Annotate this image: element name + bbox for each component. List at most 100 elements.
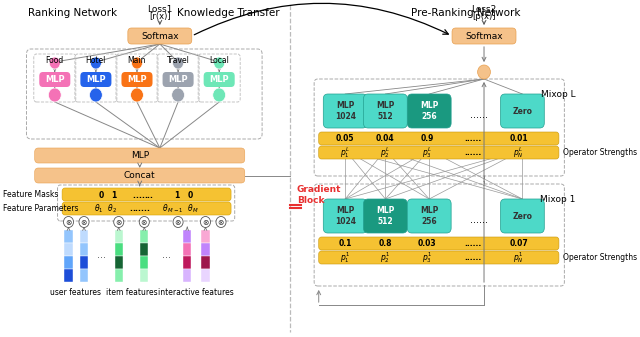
Circle shape [172, 88, 184, 102]
Circle shape [131, 57, 143, 69]
FancyBboxPatch shape [323, 199, 367, 233]
Text: Concat: Concat [124, 171, 156, 180]
Bar [115, 269, 123, 282]
Circle shape [173, 57, 184, 69]
Bar [202, 256, 209, 269]
Bar [183, 230, 191, 243]
Text: MLP: MLP [86, 75, 106, 84]
Text: $p_{1}^{L}$: $p_{1}^{L}$ [340, 145, 350, 160]
FancyBboxPatch shape [163, 72, 194, 87]
Circle shape [212, 88, 225, 102]
Bar [183, 256, 191, 269]
Text: Travel: Travel [166, 56, 189, 65]
Bar [80, 256, 88, 269]
Text: $p_{3}^{L}$: $p_{3}^{L}$ [422, 145, 433, 160]
Bar [80, 269, 88, 282]
FancyBboxPatch shape [204, 72, 235, 87]
Text: $\otimes$: $\otimes$ [217, 217, 225, 226]
FancyBboxPatch shape [62, 188, 231, 201]
Text: ...: ... [162, 250, 171, 260]
Bar [202, 230, 209, 243]
Text: $\otimes$: $\otimes$ [115, 217, 123, 226]
Bar [140, 256, 148, 269]
FancyBboxPatch shape [35, 168, 244, 183]
Text: ......: ...... [465, 239, 482, 248]
Text: $\boldsymbol{\theta_1}$  $\boldsymbol{\theta_2}$     .......     $\boldsymbol{\t: $\boldsymbol{\theta_1}$ $\boldsymbol{\th… [94, 202, 198, 215]
Text: Main: Main [128, 56, 146, 65]
Bar [115, 243, 123, 256]
Text: $\mathbf{0}$   $\mathbf{1}$      .......        $\mathbf{1}$   $\mathbf{0}$: $\mathbf{0}$ $\mathbf{1}$ ....... $\math… [98, 189, 194, 200]
Text: 0.07: 0.07 [509, 239, 528, 248]
Text: Softmax: Softmax [465, 31, 503, 40]
Text: Operator Strengths: Operator Strengths [563, 253, 637, 262]
FancyBboxPatch shape [452, 28, 516, 44]
Text: ......: ...... [465, 134, 482, 143]
Text: [p(x)]: [p(x)] [472, 12, 496, 21]
FancyBboxPatch shape [364, 94, 407, 128]
Text: MLP
256: MLP 256 [420, 206, 438, 226]
Text: $p_{N}^{L}$: $p_{N}^{L}$ [513, 145, 524, 160]
Text: item features: item features [106, 288, 157, 297]
Bar [65, 230, 72, 243]
FancyBboxPatch shape [364, 199, 407, 233]
Text: Feature Masks: Feature Masks [3, 190, 58, 199]
FancyBboxPatch shape [319, 237, 559, 250]
FancyBboxPatch shape [407, 94, 451, 128]
Bar [115, 256, 123, 269]
Bar [80, 243, 88, 256]
Text: Loss1: Loss1 [147, 5, 173, 14]
Circle shape [90, 88, 102, 102]
Text: Mixop L: Mixop L [541, 90, 575, 99]
Text: Pre-Ranking Network: Pre-Ranking Network [411, 8, 520, 18]
Text: 0.05: 0.05 [336, 134, 355, 143]
Text: Local: Local [209, 56, 229, 65]
Text: [r(x)]: [r(x)] [149, 12, 171, 21]
Text: Food: Food [45, 56, 64, 65]
FancyBboxPatch shape [62, 202, 231, 215]
Text: MLP: MLP [127, 75, 147, 84]
Text: $\otimes$: $\otimes$ [140, 217, 148, 226]
Text: $p_{1}^{1}$: $p_{1}^{1}$ [340, 250, 350, 265]
Text: $\otimes$: $\otimes$ [202, 217, 209, 226]
FancyBboxPatch shape [122, 72, 152, 87]
Bar [183, 243, 191, 256]
Text: $p_{2}^{L}$: $p_{2}^{L}$ [380, 145, 390, 160]
Text: Knowledge Transfer: Knowledge Transfer [177, 8, 280, 18]
Circle shape [140, 216, 149, 227]
Text: $\otimes$: $\otimes$ [65, 217, 72, 226]
Text: interactive features: interactive features [159, 288, 234, 297]
Text: MLP
512: MLP 512 [376, 206, 395, 226]
Text: ...: ... [97, 250, 106, 260]
Circle shape [200, 216, 211, 227]
Bar [80, 230, 88, 243]
Circle shape [49, 57, 60, 69]
Text: $\otimes$: $\otimes$ [80, 217, 88, 226]
Text: 0.9: 0.9 [420, 134, 434, 143]
Text: 0.01: 0.01 [509, 134, 528, 143]
Text: Zero: Zero [513, 106, 532, 116]
Text: 0.8: 0.8 [379, 239, 392, 248]
Bar [140, 243, 148, 256]
Bar [65, 243, 72, 256]
Bar [140, 230, 148, 243]
Bar [65, 256, 72, 269]
Text: ......: ...... [465, 253, 482, 262]
FancyBboxPatch shape [500, 199, 544, 233]
Text: 0.1: 0.1 [339, 239, 352, 248]
FancyBboxPatch shape [128, 28, 192, 44]
Text: ......: ...... [470, 110, 488, 120]
Text: MLP
1024: MLP 1024 [335, 206, 356, 226]
Text: 0.03: 0.03 [418, 239, 436, 248]
Circle shape [173, 216, 183, 227]
Circle shape [131, 88, 143, 102]
FancyBboxPatch shape [39, 72, 70, 87]
Text: ......: ...... [470, 215, 488, 225]
Text: $p_{2}^{1}$: $p_{2}^{1}$ [380, 250, 390, 265]
Bar [65, 269, 72, 282]
Text: Gradient
Block: Gradient Block [297, 185, 341, 205]
Text: Zero: Zero [513, 212, 532, 220]
FancyBboxPatch shape [35, 148, 244, 163]
Circle shape [114, 216, 124, 227]
Text: MLP
512: MLP 512 [376, 101, 395, 121]
Text: $p_{N}^{1}$: $p_{N}^{1}$ [513, 250, 524, 265]
